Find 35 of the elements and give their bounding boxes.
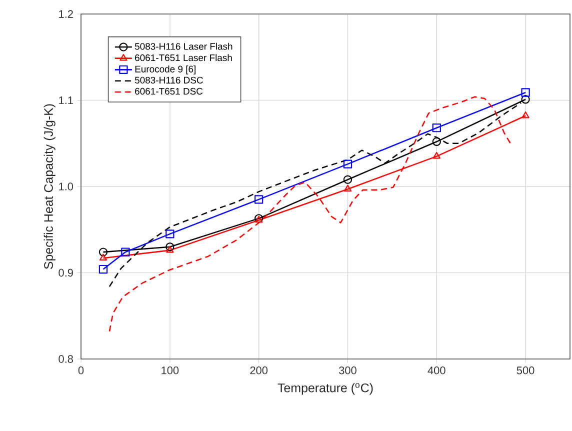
legend-label: 5083-H116 DSC <box>134 76 203 84</box>
point <box>432 137 441 146</box>
point <box>98 264 108 274</box>
legend-label: 6061-T651 DSC <box>135 88 203 95</box>
x-tick-label: 200 <box>250 366 268 374</box>
legend-label: 6061-T651 Laser Flash <box>135 54 232 62</box>
point <box>254 195 264 204</box>
point <box>344 184 352 192</box>
point <box>98 248 108 256</box>
legend-label: Eurocode 9 [6] <box>135 65 196 74</box>
point <box>521 88 530 97</box>
x-axis-title: Temperature ($^{o}$C) <box>278 383 373 395</box>
x-tick-label: 400 <box>428 366 446 374</box>
point <box>99 254 108 261</box>
x-tick-label: 500 <box>516 366 534 374</box>
y-axis-title: Specific Heat Capacity (J/g-K) <box>44 104 56 269</box>
y-tick-label: 0.8 <box>58 355 73 363</box>
y-tick-label: 0.9 <box>58 268 73 277</box>
x-tick-label: 0 <box>78 366 84 374</box>
y-tick-label: 1.0 <box>59 182 74 190</box>
y-tick-label: 1.2 <box>59 10 73 18</box>
point <box>166 246 174 253</box>
point <box>343 175 352 184</box>
point <box>166 230 174 238</box>
point <box>121 248 130 256</box>
point <box>521 95 530 104</box>
point <box>343 160 352 168</box>
point <box>432 124 441 132</box>
point <box>166 242 174 252</box>
point <box>432 152 440 159</box>
point <box>522 111 530 118</box>
y-tick-label: 1.1 <box>59 96 73 104</box>
x-tick-label: 300 <box>339 366 356 374</box>
x-tick-label: 100 <box>162 366 179 374</box>
legend-label: 5083-H116 Laser Flash <box>134 42 232 50</box>
